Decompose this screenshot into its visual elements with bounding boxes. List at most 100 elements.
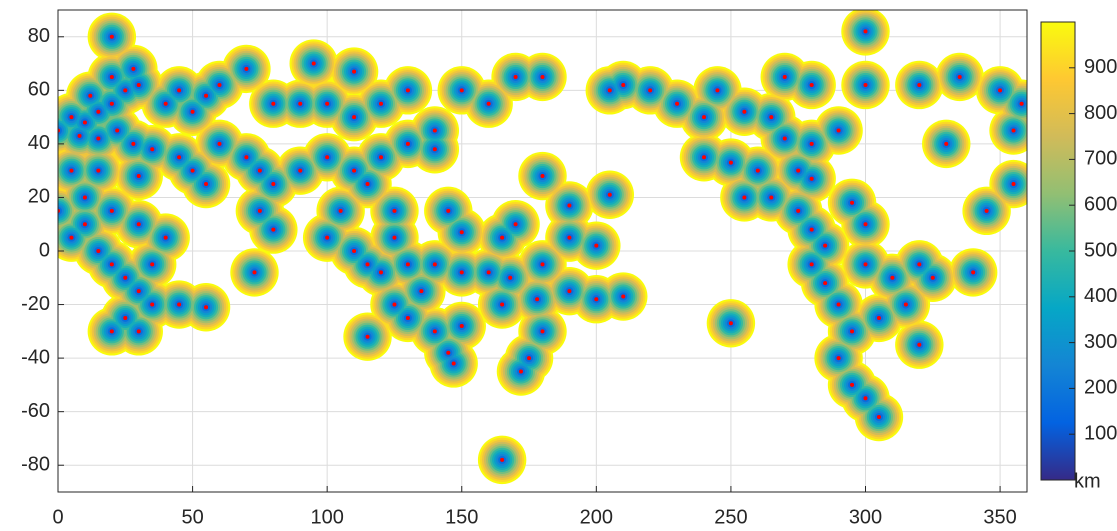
ticks: 0 50 100 150 200 250 300 350 -80 -60 -40 -20 0 20 40 60… [21,25,1017,528]
station [944,141,949,146]
station [298,101,303,106]
station [150,262,155,267]
colorbar-tick-label: 100 [1084,422,1117,444]
station [190,168,195,173]
station [702,115,706,120]
station [150,147,155,152]
station [903,302,908,307]
station [876,315,881,320]
station [486,101,491,106]
station [540,74,545,79]
x-tick-label: 0 [52,506,63,528]
station [82,120,87,125]
station [809,176,814,181]
station [728,160,733,165]
station [204,182,209,187]
station [823,243,828,248]
station [177,88,182,93]
station [109,74,114,79]
station [648,88,653,93]
station [405,88,410,93]
station [540,262,545,267]
station [392,208,397,213]
station [917,342,922,347]
station [77,133,82,138]
station [769,195,774,200]
station [352,168,357,173]
station [500,302,505,307]
station [217,82,222,87]
station [150,302,155,307]
station [607,192,612,197]
station [123,275,128,280]
station [96,249,101,253]
station [136,289,141,294]
station [567,235,572,240]
station [204,305,209,310]
station [863,262,868,267]
station [136,329,141,334]
station [850,382,855,387]
station [594,297,599,302]
stations [58,29,1024,462]
station [809,227,814,232]
station [715,88,720,93]
station [131,66,136,71]
station [379,155,383,160]
station [984,208,989,213]
station [405,262,410,267]
station [500,457,505,462]
station [702,155,706,160]
station [836,356,841,361]
colorbar-tick-label: 700 [1084,148,1117,170]
station [540,329,545,334]
station [863,222,868,227]
x-tick-label: 250 [714,506,747,528]
colorbar: km 100 200 300 400 500 600 700 800 900 [1040,21,1117,492]
station [621,82,626,87]
x-tick-label: 100 [310,506,343,528]
y-tick-label: 60 [28,79,50,101]
station [244,66,249,71]
station [271,101,276,106]
station [446,208,451,213]
station [459,230,464,235]
station [69,235,74,240]
station [123,88,128,93]
station [823,281,828,286]
station [136,82,141,87]
station [930,275,935,280]
station [508,275,513,280]
station [115,128,120,133]
station [244,155,249,160]
y-tick-label: 0 [39,239,50,261]
station [217,141,222,146]
station [518,369,523,374]
x-tick-label: 350 [983,506,1016,528]
station [796,208,801,213]
station [796,168,801,173]
y-tick-label: -40 [21,346,50,368]
y-tick-label: 20 [28,186,50,208]
station [82,222,87,227]
station [1019,101,1024,106]
station [567,289,572,294]
station [535,297,540,302]
station [540,174,545,179]
colorbar-tick-label: 900 [1084,56,1117,78]
station [567,203,572,208]
colorbar-tick-label: 200 [1084,377,1117,399]
y-tick-label: -60 [21,400,50,422]
station [352,115,357,120]
station [850,329,855,334]
station [451,361,456,366]
station [163,235,168,240]
station [432,147,437,152]
station [459,323,464,328]
station [379,270,383,275]
station [782,136,787,141]
station [136,174,141,179]
station [782,74,787,79]
station [890,275,895,280]
